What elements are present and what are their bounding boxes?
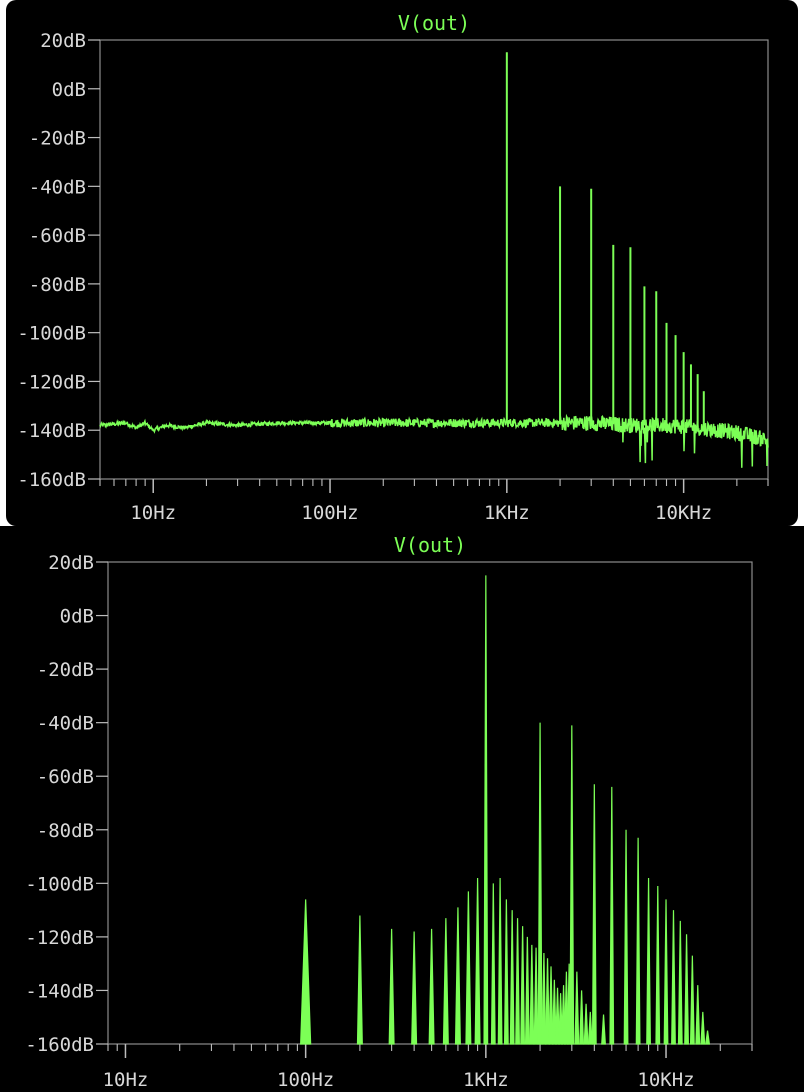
spectral-peak	[497, 877, 503, 1045]
spectral-peak	[677, 920, 683, 1045]
spectral-peak	[695, 985, 701, 1045]
top-spectrum-chart: V(out) 20dB 0dB -20dB -40dB -60dB -80dB -100dB -…	[6, 0, 798, 526]
spectral-peak	[545, 958, 550, 1045]
spectral-peak	[533, 947, 539, 1045]
y-tick-label: -140dB	[25, 980, 94, 1002]
spectral-peak	[529, 944, 535, 1045]
y-tick-label: -120dB	[25, 927, 94, 949]
spectral-peak	[671, 910, 676, 1045]
x-tick-label: 1KHz	[463, 1069, 509, 1091]
x-tick-label: 10Hz	[103, 1069, 149, 1091]
spectral-peak	[646, 877, 651, 1045]
spectral-peak	[700, 1011, 706, 1045]
y-tick-label: -160dB	[17, 469, 86, 491]
y-tick-label: -60dB	[29, 225, 86, 247]
spectral-peak	[558, 993, 564, 1045]
y-tick-label: 20dB	[48, 552, 94, 574]
spectral-peak	[520, 926, 526, 1045]
x-tick-label: 1KHz	[484, 502, 530, 524]
y-tick-label: -160dB	[25, 1034, 94, 1056]
x-tick-label: 100Hz	[277, 1069, 334, 1091]
bottom-spectrum-chart: V(out) 20dB 0dB -20dB -40dB -60dB -80dB -100dB -…	[0, 526, 804, 1092]
y-tick-label: 0dB	[60, 606, 94, 628]
spectral-peak	[551, 979, 557, 1045]
spectral-peak	[609, 786, 615, 1045]
spectral-peak	[574, 971, 580, 1045]
spectral-peak	[623, 829, 629, 1045]
y-tick-label: -60dB	[37, 766, 94, 788]
spectral-peak	[537, 722, 543, 1045]
spectral-peak	[591, 784, 597, 1045]
spectral-peak	[655, 886, 661, 1045]
spectral-peak	[300, 899, 312, 1045]
x-tick-label: 10Hz	[130, 502, 176, 524]
y-tick-label: -20dB	[37, 659, 94, 681]
y-tick-label: -40dB	[29, 176, 86, 198]
spectral-peak	[515, 918, 520, 1045]
spectral-peak	[601, 1014, 606, 1045]
x-tick-label: 10KHz	[637, 1069, 694, 1091]
spectral-peak	[524, 936, 530, 1045]
spectral-peak	[454, 907, 461, 1045]
spectral-peak	[583, 1003, 589, 1045]
spectral-peak	[663, 899, 669, 1045]
spectral-peak	[541, 952, 547, 1045]
spectral-peak	[490, 883, 496, 1045]
spectral-peak	[579, 990, 585, 1045]
spectral-peak	[509, 910, 515, 1045]
spectral-peak	[388, 928, 395, 1045]
spectral-peak	[635, 837, 641, 1045]
plot-frame	[99, 39, 769, 480]
spectral-peak	[442, 918, 449, 1045]
y-tick-label: -100dB	[17, 323, 86, 345]
data-traces	[99, 52, 769, 468]
spectral-peak	[411, 931, 418, 1045]
spectral-peak	[684, 934, 689, 1045]
spectral-peak	[548, 966, 554, 1045]
spectral-peak	[428, 928, 435, 1045]
spectral-peak	[555, 987, 560, 1045]
spectral-peak	[569, 725, 575, 1045]
spectral-peak	[356, 915, 363, 1045]
y-tick-label: 20dB	[40, 30, 86, 52]
y-tick-label: -80dB	[37, 820, 94, 842]
y-tick-label: -40dB	[37, 713, 94, 735]
chart-title: V(out)	[394, 533, 466, 557]
y-tick-label: -100dB	[25, 873, 94, 895]
y-tick-label: -20dB	[29, 128, 86, 150]
spectral-peak	[474, 877, 481, 1045]
spectral-peak	[689, 955, 695, 1045]
spectral-peak	[465, 891, 472, 1045]
spectral-peak	[587, 1011, 593, 1045]
chart-title: V(out)	[398, 11, 470, 35]
spectral-peak	[503, 899, 509, 1045]
spectral-peak	[483, 575, 489, 1045]
y-tick-label: -140dB	[17, 420, 86, 442]
data-traces	[300, 575, 711, 1045]
y-tick-label: 0dB	[52, 79, 86, 101]
chart-background	[6, 0, 798, 526]
y-tick-label: -80dB	[29, 274, 86, 296]
spectral-peak	[705, 1030, 711, 1045]
x-tick-label: 100Hz	[301, 502, 358, 524]
y-tick-label: -120dB	[17, 371, 86, 393]
chart-background	[0, 526, 804, 1092]
x-tick-label: 10KHz	[655, 502, 712, 524]
